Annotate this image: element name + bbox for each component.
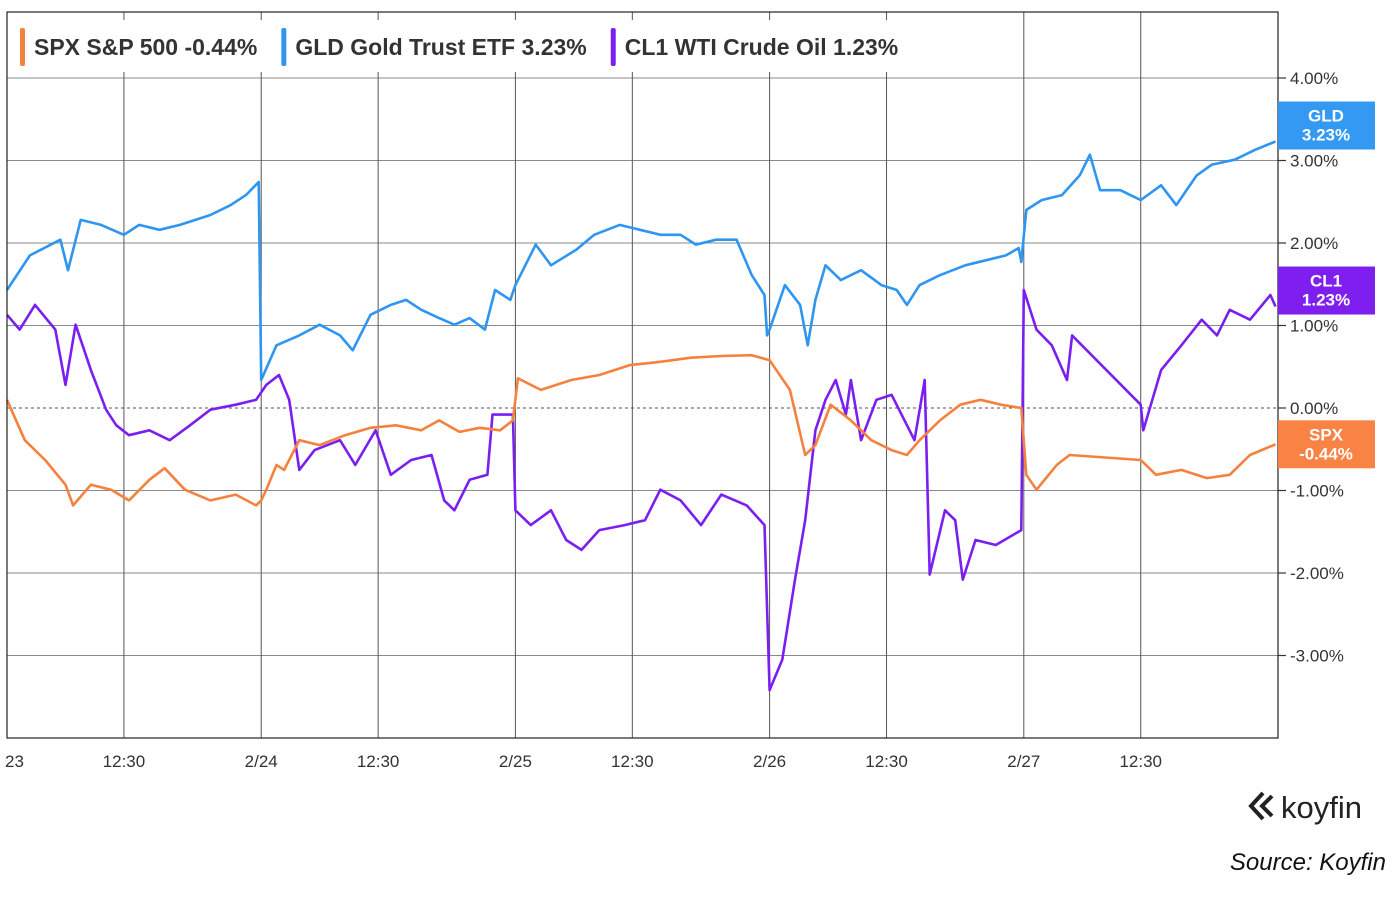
badge-background xyxy=(1278,101,1375,150)
legend-swatch xyxy=(20,28,25,66)
x-tick-label: 2/27 xyxy=(1007,752,1040,771)
y-tick-label: -2.00% xyxy=(1290,564,1344,583)
koyfin-logo-text: koyfin xyxy=(1281,790,1362,825)
x-tick-label: 2/24 xyxy=(245,752,278,771)
legend-ticker: CL1 xyxy=(625,34,675,60)
badge-ticker: CL1 xyxy=(1310,272,1342,291)
legend-label: GLD Gold Trust ETF 3.23% xyxy=(295,34,586,60)
koyfin-logo: koyfin xyxy=(1248,790,1362,825)
legend-item-cl1: CL1 WTI Crude Oil 1.23% xyxy=(610,28,899,66)
y-tick-label: 2.00% xyxy=(1290,234,1338,253)
y-tick-label: 4.00% xyxy=(1290,69,1338,88)
y-tick-label: -3.00% xyxy=(1290,647,1344,666)
legend-name: Gold Trust ETF xyxy=(350,34,521,60)
x-tick-label: 12:30 xyxy=(1119,752,1162,771)
series-line-gld xyxy=(5,140,1276,382)
badge-value: -0.44% xyxy=(1299,444,1353,463)
legend-swatch xyxy=(610,28,616,66)
badge-background xyxy=(1278,266,1375,315)
x-tick-label: 2/26 xyxy=(753,752,786,771)
legend-change: -0.44% xyxy=(184,34,257,60)
legend-change: 1.23% xyxy=(833,34,898,60)
legend-ticker: SPX xyxy=(34,34,86,60)
legend: SPX S&P 500 -0.44% GLD Gold Trust ETF 3.2… xyxy=(8,20,1008,72)
badge-ticker: GLD xyxy=(1308,107,1344,126)
y-tick-label: 0.00% xyxy=(1290,399,1338,418)
x-tick-label: 12:30 xyxy=(103,752,146,771)
series-line-spx xyxy=(5,353,1277,507)
source-caption: Source: Koyfin xyxy=(1230,849,1386,876)
legend-item-gld: GLD Gold Trust ETF 3.23% xyxy=(281,28,587,66)
legend-change: 3.23% xyxy=(522,34,587,60)
badge-spx: SPX-0.44% xyxy=(1278,420,1375,469)
badge-background xyxy=(1278,420,1375,469)
badge-value: 3.23% xyxy=(1302,126,1350,145)
legend-label: SPX S&P 500 -0.44% xyxy=(34,34,257,60)
legend-name: WTI Crude Oil xyxy=(675,34,833,60)
series-line-cl1 xyxy=(6,288,1277,692)
legend-background xyxy=(8,20,1008,72)
badge-value: 1.23% xyxy=(1302,291,1350,310)
x-tick-label: 23 xyxy=(5,752,24,771)
x-tick-label: 12:30 xyxy=(865,752,908,771)
x-tick-label: 2/25 xyxy=(499,752,532,771)
legend-label: CL1 WTI Crude Oil 1.23% xyxy=(625,34,899,60)
y-tick-label: 3.00% xyxy=(1290,152,1338,171)
x-tick-label: 12:30 xyxy=(611,752,654,771)
plot-frame xyxy=(6,11,1279,739)
x-tick-label: 12:30 xyxy=(357,752,400,771)
y-axis: 4.00% 3.00% 2.00% 1.00% 0.00% -1.00% -2.00% -3.… xyxy=(1278,69,1344,666)
badge-ticker: SPX xyxy=(1309,425,1344,444)
legend-name: S&P 500 xyxy=(86,34,184,60)
legend-ticker: GLD xyxy=(295,34,350,60)
series-lines xyxy=(5,140,1277,692)
x-axis: 23 12:30 2/24 12:30 2/25 12:30 2/26 12:30 2/27 12… xyxy=(5,752,1162,771)
y-tick-label: 1.00% xyxy=(1290,317,1338,336)
y-tick-label: -1.00% xyxy=(1290,482,1344,501)
koyfin-logo-icon xyxy=(1248,791,1274,821)
legend-swatch xyxy=(281,28,287,66)
legend-item-spx: SPX S&P 500 -0.44% xyxy=(20,28,257,66)
